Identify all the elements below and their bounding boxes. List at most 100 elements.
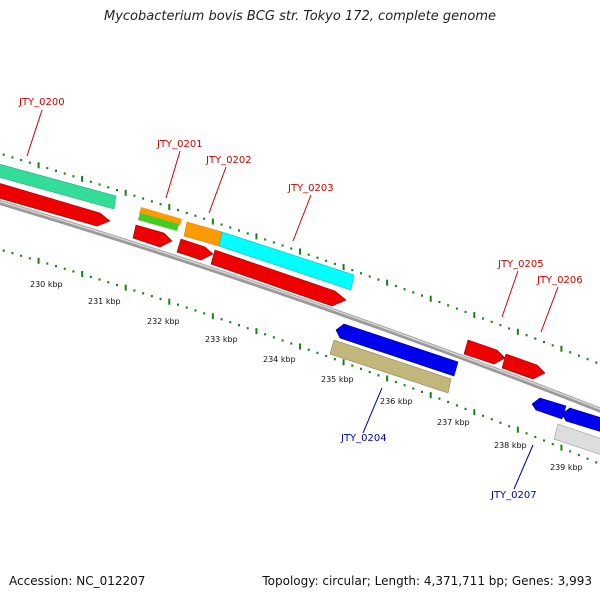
minor-tick (455, 404, 458, 407)
minor-tick (28, 161, 31, 164)
feature-track-lower (329, 339, 600, 456)
major-tick (299, 343, 301, 350)
gene-label-JTY_0203[interactable]: JTY_0203 (287, 183, 334, 194)
major-tick (37, 162, 40, 169)
minor-tick (98, 183, 101, 186)
minor-tick (438, 397, 441, 400)
minor-tick (307, 253, 310, 256)
gene-JTY_0204-blue[interactable] (335, 323, 459, 377)
minor-tick (499, 324, 502, 327)
minor-tick (142, 197, 145, 200)
minor-tick (229, 226, 232, 229)
minor-tick (290, 342, 293, 345)
major-tick (429, 295, 432, 302)
gene-label-JTY_0201[interactable]: JTY_0201 (156, 139, 203, 150)
minor-tick (185, 211, 188, 214)
minor-tick (569, 351, 572, 354)
minor-tick (2, 153, 5, 156)
major-tick (211, 218, 214, 225)
minor-tick (107, 186, 110, 189)
kbp-label: 234 kbp (263, 355, 296, 364)
gene-label-JTY_0200[interactable]: JTY_0200 (18, 97, 65, 108)
minor-tick (316, 351, 319, 354)
minor-tick (246, 232, 249, 235)
minor-tick (368, 275, 371, 278)
kbp-label: 231 kbp (88, 297, 121, 306)
minor-tick (333, 262, 336, 266)
gene-label-JTY_0207[interactable]: JTY_0207 (490, 490, 537, 501)
minor-tick (281, 339, 284, 342)
gene-JTY_0207-blue[interactable] (531, 397, 567, 420)
gene-label-leader (501, 270, 519, 318)
minor-tick (264, 333, 267, 336)
minor-tick (272, 336, 275, 339)
major-tick (342, 263, 345, 270)
minor-tick (534, 435, 537, 439)
minor-tick (351, 269, 354, 272)
minor-tick (220, 223, 223, 226)
kbp-label: 232 kbp (147, 317, 180, 326)
major-tick (386, 375, 389, 382)
gene-JTY_0203[interactable] (210, 249, 347, 307)
minor-tick (194, 309, 197, 312)
gene-JTY_0203-product[interactable] (218, 231, 355, 291)
kbp-label: 236 kbp (380, 397, 413, 406)
minor-tick (421, 390, 423, 393)
gene-JTY_0204-product[interactable] (329, 339, 452, 394)
minor-tick (272, 241, 275, 244)
minor-tick (464, 407, 467, 410)
topology-text: Topology: circular; Length: 4,371,711 bp… (262, 574, 592, 588)
minor-tick (89, 180, 92, 183)
minor-tick (28, 257, 31, 260)
major-tick (168, 298, 171, 305)
minor-tick (307, 348, 310, 351)
minor-tick (360, 367, 362, 370)
gene-JTY_0207-product[interactable] (553, 423, 600, 456)
gene-label-JTY_0202[interactable]: JTY_0202 (205, 155, 252, 166)
minor-tick (89, 275, 92, 278)
gene-JTY_0201[interactable] (132, 224, 173, 248)
gene-label-leader (540, 286, 559, 333)
gene-label-JTY_0204[interactable]: JTY_0204 (340, 433, 387, 444)
minor-tick (11, 156, 14, 159)
minor-tick (246, 327, 249, 330)
minor-tick (595, 461, 598, 464)
minor-tick (421, 294, 423, 297)
accession-text: Accession: NC_012207 (9, 574, 146, 588)
minor-tick (534, 337, 537, 340)
minor-tick (159, 203, 162, 206)
gene-JTY_0200[interactable] (0, 182, 111, 227)
minor-tick (464, 310, 467, 313)
gene-JTY_0206[interactable] (501, 353, 546, 380)
minor-tick (46, 262, 49, 265)
minor-tick (508, 425, 511, 428)
minor-tick (238, 324, 240, 327)
gene-JTY_0202[interactable] (176, 238, 214, 261)
major-tick (386, 279, 389, 286)
minor-tick (543, 340, 545, 344)
gene-label-JTY_0206[interactable]: JTY_0206 (536, 275, 583, 286)
minor-tick (394, 380, 397, 383)
gene-label-JTY_0205[interactable]: JTY_0205 (497, 259, 544, 270)
gene-JTY_0205[interactable] (463, 339, 506, 365)
minor-tick (525, 432, 528, 435)
kbp-label: 237 kbp (437, 418, 470, 427)
minor-tick (55, 265, 57, 268)
minor-tick (586, 457, 589, 460)
gene-JTY_0201-product[interactable] (139, 207, 182, 226)
gene-JTY_0207-blue-2[interactable] (561, 407, 600, 433)
minor-tick (290, 247, 293, 250)
forward-strand-genes (0, 182, 546, 380)
minor-tick (490, 320, 493, 323)
outer-tick-track (2, 153, 598, 364)
kbp-label: 235 kbp (321, 375, 354, 384)
major-tick (473, 409, 476, 416)
minor-tick (316, 256, 319, 259)
minor-tick (281, 244, 284, 247)
gene-JTY_0201-product-2[interactable] (138, 213, 179, 231)
minor-tick (63, 172, 66, 175)
gene-JTY_0200-product[interactable] (0, 163, 117, 210)
minor-tick (133, 289, 136, 292)
major-tick (516, 426, 519, 433)
minor-tick (394, 284, 397, 288)
